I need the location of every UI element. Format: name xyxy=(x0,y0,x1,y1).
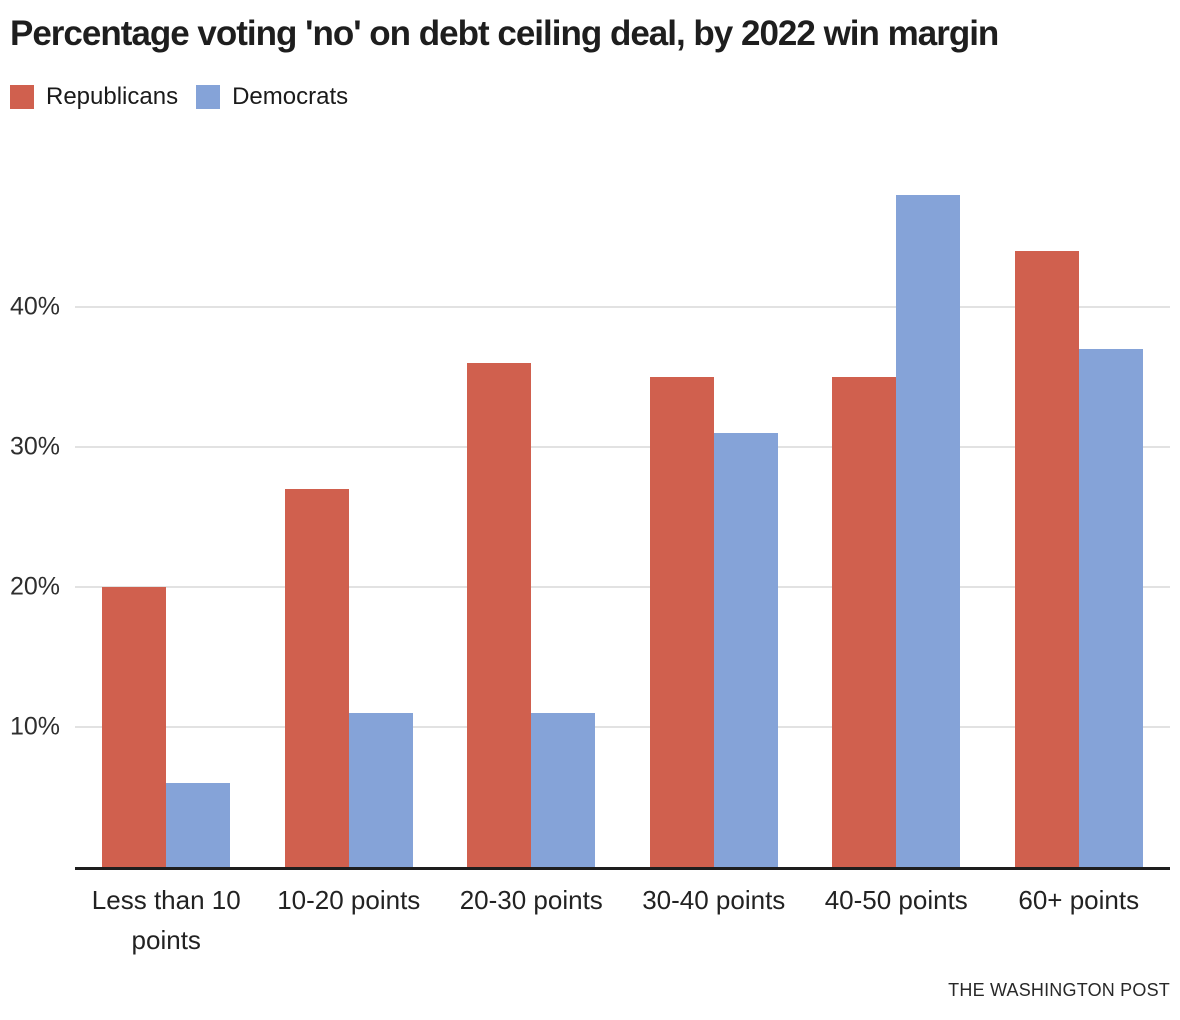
legend-item-republicans: Republicans xyxy=(10,83,178,111)
x-axis-labels: Less than 10 points 10-20 points 20-30 poi… xyxy=(75,880,1170,961)
bar-republicans-3 xyxy=(649,377,714,867)
bar-groups xyxy=(75,145,1170,867)
x-axis-label-1: 10-20 points xyxy=(277,885,421,915)
chart-title: Percentage voting 'no' on debt ceiling d… xyxy=(10,14,999,53)
source-credit: THE WASHINGTON POST xyxy=(948,980,1170,1000)
legend-swatch-icon xyxy=(10,85,34,110)
bar-democrats-1 xyxy=(348,713,413,867)
bar-republicans-2 xyxy=(467,363,532,867)
x-axis-label-4: 40-50 points xyxy=(824,885,968,915)
x-axis-label-3: 30-40 points xyxy=(642,885,786,915)
bar-republicans-4 xyxy=(832,377,897,867)
y-axis-label: 30% xyxy=(10,432,61,461)
plot-area: 10% 20% 30% 40% xyxy=(0,145,1180,870)
x-axis-label-5: 60+ points xyxy=(1018,885,1140,915)
legend-label: Republicans xyxy=(46,83,179,111)
gridline-40 xyxy=(75,306,1170,308)
bar-group-2 xyxy=(440,145,623,867)
bar-republicans-0 xyxy=(102,587,167,867)
gridline-10 xyxy=(75,726,1170,728)
bar-republicans-1 xyxy=(284,489,349,867)
bar-democrats-5 xyxy=(1078,349,1143,867)
x-axis-line xyxy=(75,867,1170,870)
bar-democrats-2 xyxy=(531,713,596,867)
bar-group-0 xyxy=(75,145,258,867)
bar-group-3 xyxy=(623,145,806,867)
legend-swatch-icon xyxy=(196,85,221,110)
x-axis-label-0: Less than 10 points xyxy=(91,885,241,956)
y-axis-label: 40% xyxy=(10,292,61,321)
x-axis-label-2: 20-30 points xyxy=(459,885,603,915)
bar-democrats-4 xyxy=(896,195,961,867)
gridline-30 xyxy=(75,446,1170,448)
legend-item-democrats: Democrats xyxy=(196,83,348,111)
legend-label: Democrats xyxy=(232,83,349,111)
gridline-20 xyxy=(75,586,1170,588)
y-axis-label: 20% xyxy=(10,572,61,601)
bar-democrats-0 xyxy=(166,783,231,867)
legend: Republicans Democrats xyxy=(10,83,1170,111)
bar-group-5 xyxy=(988,145,1171,867)
y-axis-label: 10% xyxy=(10,712,61,741)
bar-group-4 xyxy=(805,145,988,867)
bar-democrats-3 xyxy=(713,433,778,867)
bar-group-1 xyxy=(258,145,441,867)
bar-republicans-5 xyxy=(1014,251,1079,867)
